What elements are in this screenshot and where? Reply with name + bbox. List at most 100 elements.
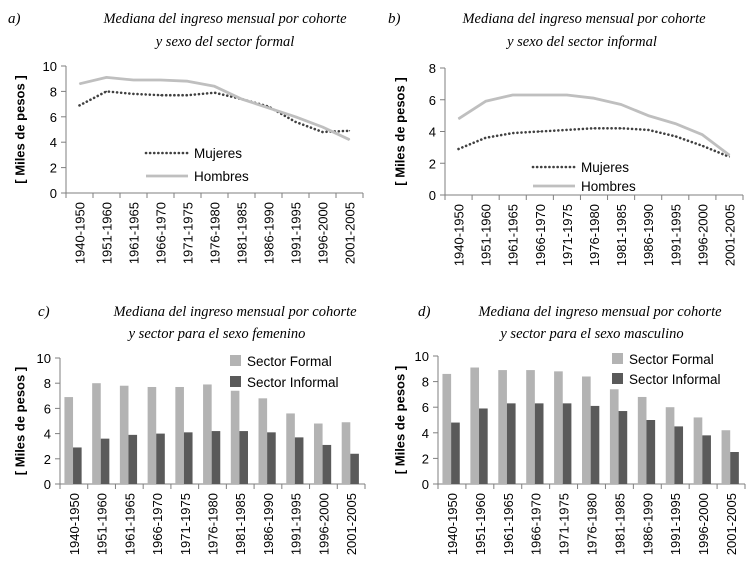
legend-label-hombres: Hombres — [194, 169, 249, 184]
data-point-hombres — [213, 85, 216, 87]
data-point-mujeres — [321, 131, 324, 133]
bar-sector-informal — [73, 447, 82, 484]
bar-sector-formal — [637, 396, 647, 484]
data-point-mujeres — [647, 129, 649, 131]
bar-sector-formal — [442, 373, 452, 484]
x-tick-label: 1976-1980 — [208, 202, 223, 264]
x-tick-label: 1991-1995 — [289, 202, 304, 264]
y-tick-label: 2 — [44, 452, 51, 467]
legend-label-sector-informal: Sector Informal — [629, 372, 721, 387]
data-point-hombres — [240, 98, 243, 100]
bar-sector-informal — [322, 444, 332, 484]
bar-sector-formal — [554, 371, 563, 484]
x-tick-label: 1966-1970 — [529, 493, 544, 555]
x-tick-label: 1981-1985 — [614, 204, 629, 266]
x-tick-label: 1966-1970 — [533, 204, 548, 266]
y-tick-label: 0 — [44, 477, 51, 492]
x-tick-label: 1971-1975 — [181, 202, 196, 264]
bar-sector-informal — [211, 431, 221, 484]
legend: Sector Formal Sector Informal — [612, 352, 721, 387]
data-point-mujeres — [159, 94, 162, 96]
y-tick-label: 2 — [422, 451, 429, 466]
bar-sector-formal — [665, 407, 675, 484]
x-tick-label: 1966-1970 — [150, 493, 165, 555]
bar-sector-formal — [230, 390, 240, 484]
y-tick-label: 8 — [44, 376, 51, 391]
y-tick-label: 4 — [422, 426, 429, 441]
data-point-hombres — [512, 94, 514, 96]
data-point-hombres — [674, 122, 676, 125]
x-tick-label: 1961-1965 — [122, 493, 137, 555]
x-tick-label: 1971-1975 — [560, 204, 575, 266]
bar-sector-formal — [258, 398, 268, 484]
bar-sector-informal — [100, 438, 110, 484]
data-point-hombres — [457, 118, 460, 120]
bar-sector-formal — [693, 417, 703, 484]
y-tick-label: 2 — [50, 161, 57, 176]
chart-title-line-2: y sector para el sexo masculino — [498, 326, 683, 342]
series-line-mujeres — [78, 90, 351, 134]
bar-sector-formal — [313, 423, 323, 484]
bar-sector-informal — [267, 432, 276, 484]
x-tick-label: 1986-1990 — [262, 202, 277, 264]
x-tick-label: 1971-1975 — [178, 493, 193, 555]
data-point-hombres — [78, 83, 81, 85]
x-tick-label: 1951-1960 — [473, 493, 488, 555]
legend-label-mujeres: Mujeres — [581, 160, 629, 175]
legend-label-mujeres: Mujeres — [194, 146, 242, 161]
x-tick-label: 1981-1985 — [233, 493, 248, 555]
bar-sector-formal — [341, 422, 351, 484]
x-tick-label: 2001-2005 — [722, 204, 737, 266]
x-tick-label: 1996-2000 — [316, 493, 331, 555]
chart-title-line-1: Mediana del ingreso mensual por cohorte — [112, 304, 357, 320]
chart-title-line-1: Mediana del ingreso mensual por cohorte — [477, 304, 722, 320]
bar-sector-informal — [534, 403, 544, 484]
bar-sector-informal — [451, 422, 460, 484]
bar-sector-informal — [183, 432, 193, 484]
y-tick-label: 8 — [429, 61, 436, 76]
x-tick-label: 1991-1995 — [668, 493, 683, 555]
data-point-hombres — [728, 154, 731, 156]
bar-sector-informal — [618, 411, 628, 484]
x-tick-label: 1966-1970 — [154, 202, 169, 264]
legend-label-hombres: Hombres — [581, 179, 636, 194]
data-point-mujeres — [620, 127, 622, 129]
legend: Mujeres Hombres — [144, 146, 249, 184]
chart-panel-3: c) Mediana del ingreso mensual por cohort… — [13, 304, 366, 555]
data-point-mujeres — [348, 130, 351, 132]
x-tick-label: 1991-1995 — [289, 493, 304, 555]
bar-sector-informal — [479, 408, 488, 484]
x-tick-label: 1986-1990 — [641, 204, 656, 266]
x-tick-label: 1996-2000 — [695, 204, 710, 266]
data-point-hombres — [105, 76, 108, 79]
x-tick-label: 1951-1960 — [95, 493, 110, 555]
bar-sector-informal — [128, 434, 138, 484]
data-point-hombres — [132, 79, 135, 81]
x-tick-label: 1940-1950 — [73, 202, 88, 264]
series-line-mujeres — [457, 127, 731, 159]
x-tick-label: 1981-1985 — [235, 202, 250, 264]
legend-label-sector-formal: Sector Formal — [247, 354, 332, 369]
legend: Mujeres Hombres — [531, 160, 636, 194]
chart-panel-4: d) Mediana del ingreso mensual por cohort… — [393, 304, 746, 555]
bar-sector-formal — [286, 413, 295, 484]
y-tick-label: 4 — [429, 125, 436, 140]
data-point-mujeres — [593, 127, 595, 129]
bar-sector-informal — [590, 405, 600, 484]
bar-sector-formal — [582, 376, 591, 484]
bar-sector-formal — [92, 383, 101, 484]
y-tick-label: 10 — [43, 59, 57, 74]
bar-sector-formal — [64, 397, 74, 484]
panel-letter: d) — [418, 304, 431, 320]
x-tick-label: 1976-1980 — [587, 204, 602, 266]
x-tick-label: 1971-1975 — [557, 493, 572, 555]
y-tick-label: 8 — [50, 84, 57, 99]
y-tick-label: 4 — [50, 135, 57, 150]
chart-title-line-2: y sector para el sexo femenino — [127, 326, 306, 342]
bar-sector-formal — [470, 367, 480, 484]
y-axis-label: [ Miles de pesos ] — [13, 367, 28, 475]
data-point-mujeres — [485, 137, 487, 139]
legend: Sector Formal Sector Informal — [230, 354, 339, 390]
legend-label-sector-informal: Sector Informal — [247, 375, 339, 390]
data-point-mujeres — [294, 121, 297, 123]
